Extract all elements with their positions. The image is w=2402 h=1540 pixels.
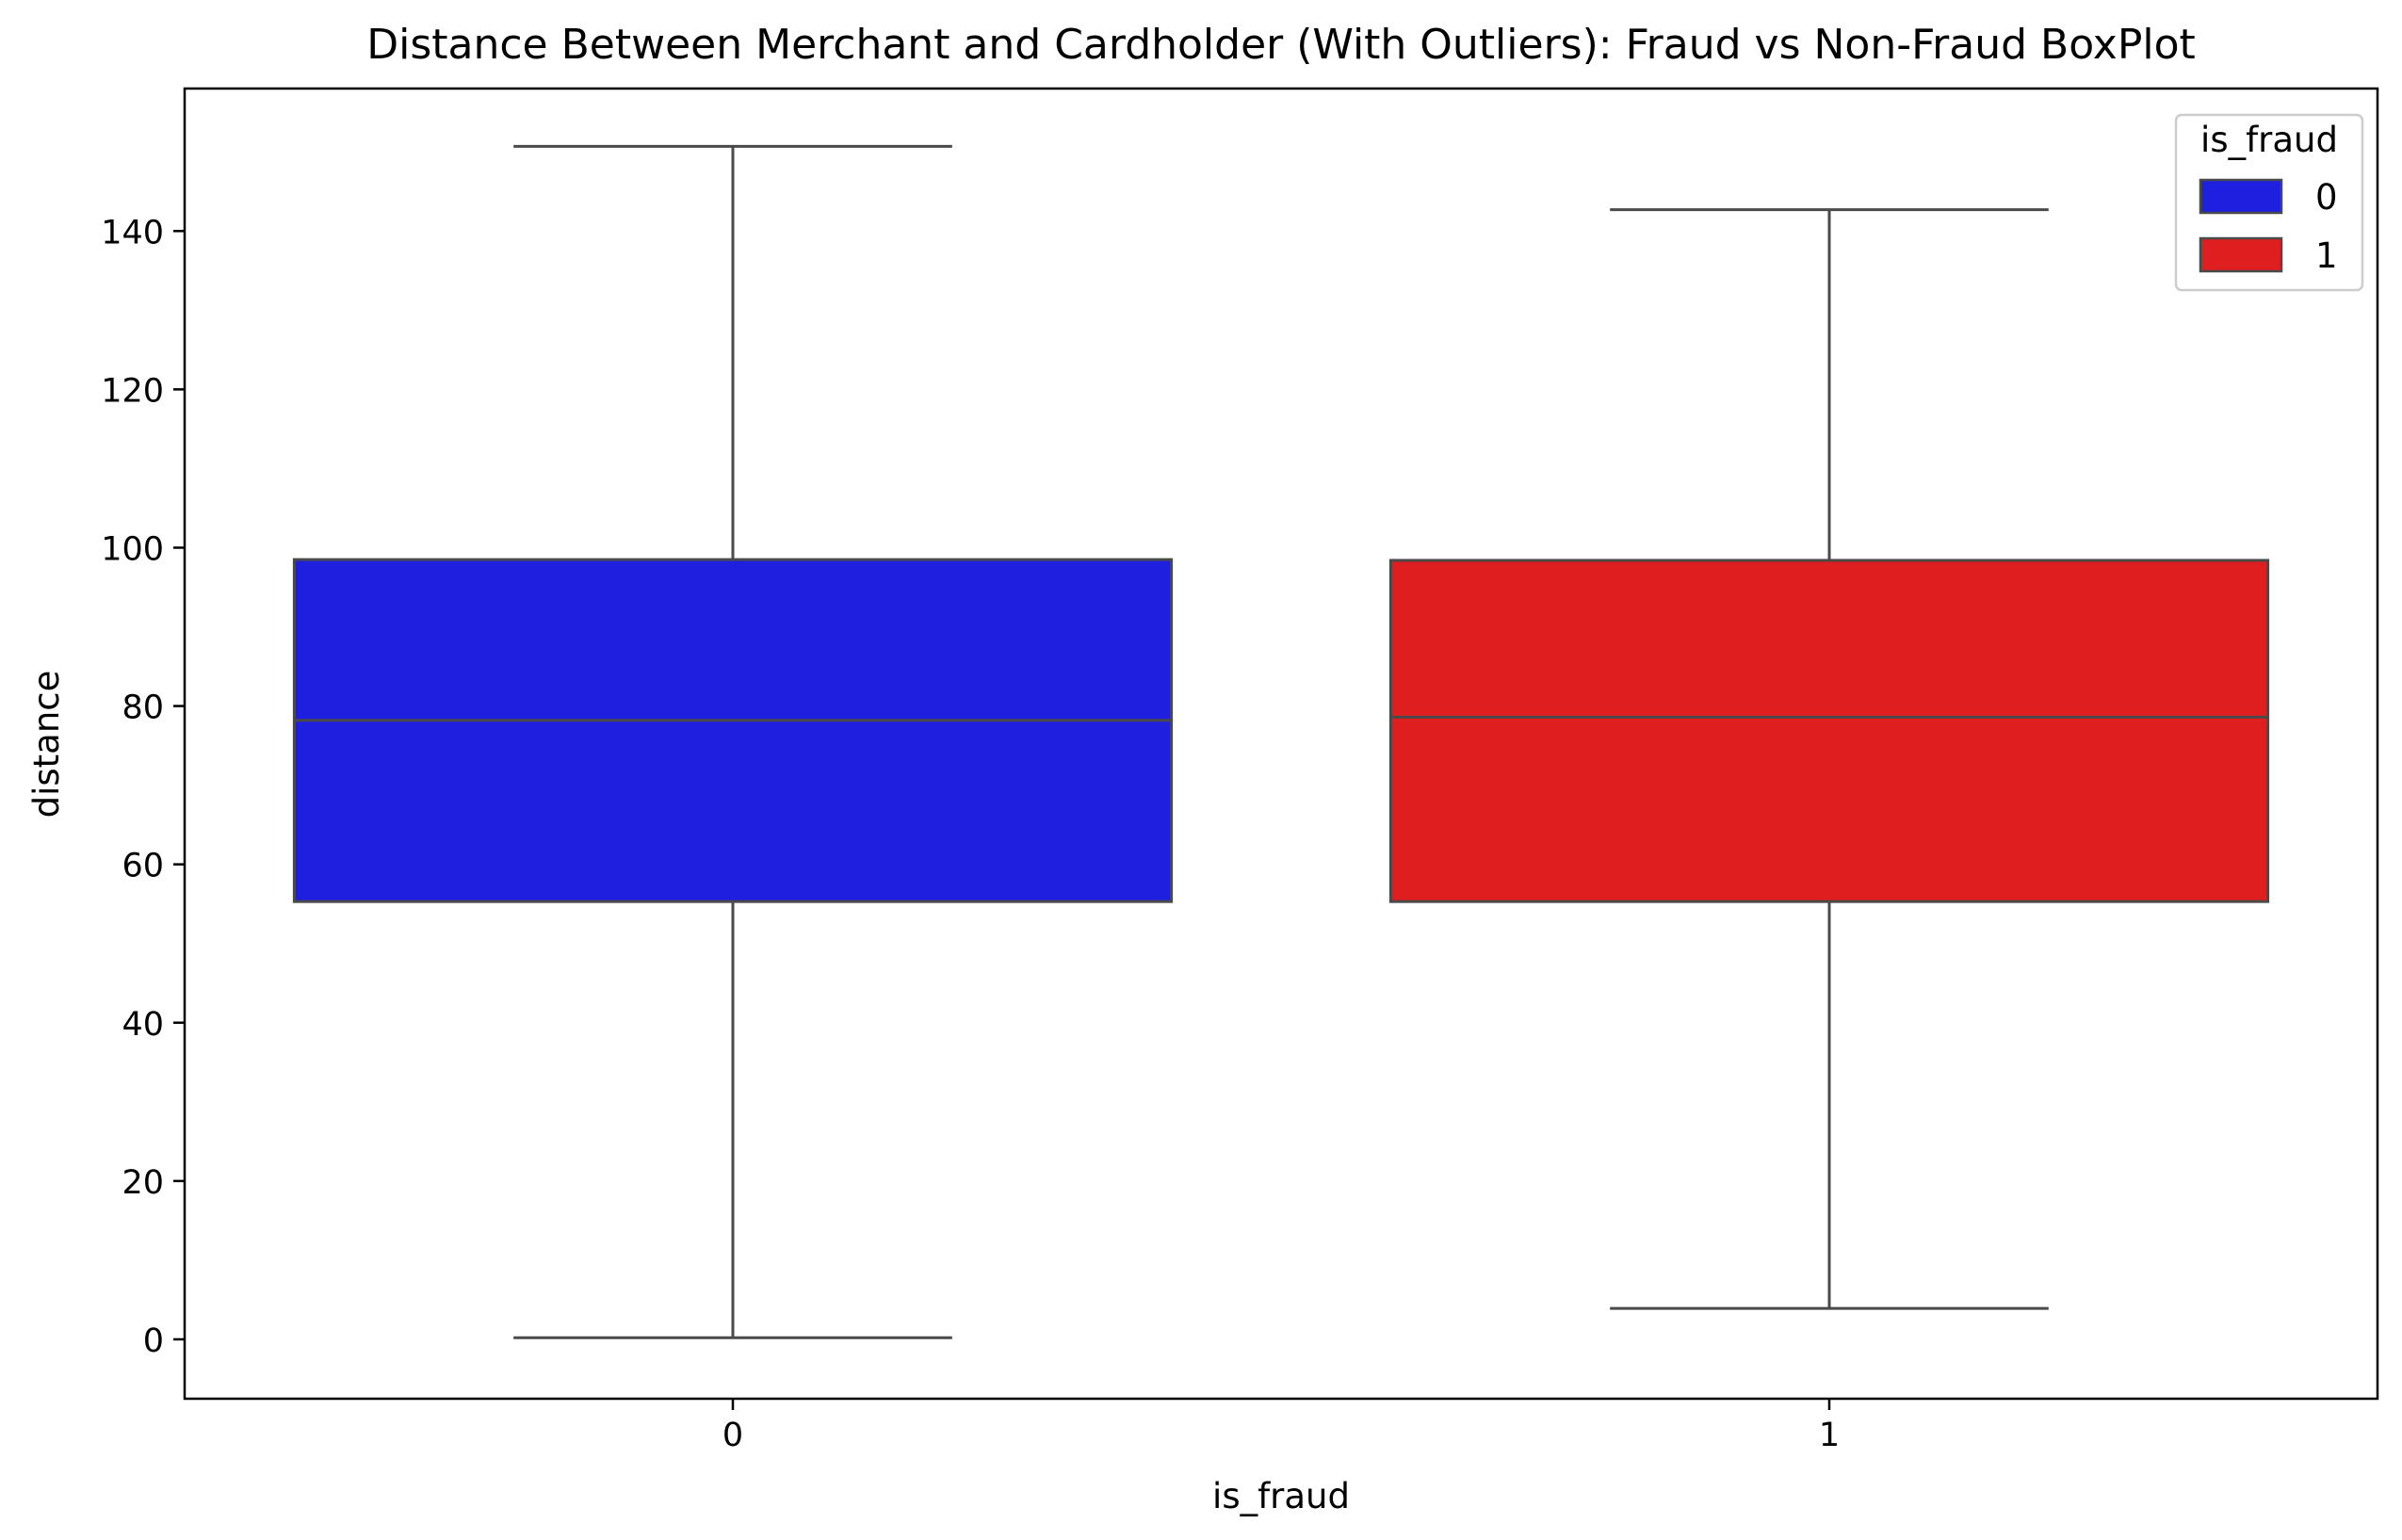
y-tick-label: 80 [122, 689, 164, 727]
legend-swatch [2199, 178, 2283, 215]
x-tick-label: 1 [1819, 1417, 1840, 1454]
y-tick-label: 0 [143, 1322, 164, 1360]
x-tick-label: 0 [722, 1417, 743, 1454]
y-tick-label: 100 [101, 530, 164, 568]
chart-title: Distance Between Merchant and Cardholder… [366, 21, 2196, 69]
legend-title: is_fraud [2200, 120, 2338, 160]
y-tick-label: 20 [122, 1164, 164, 1202]
y-tick-label: 40 [122, 1006, 164, 1044]
y-axis: 0 20 40 60 80 100 120 140 [101, 214, 185, 1360]
y-tick-label: 60 [122, 848, 164, 885]
x-axis-label: is_fraud [1212, 1476, 1350, 1516]
plot-area [292, 144, 2270, 1339]
y-tick-label: 120 [101, 372, 164, 410]
box-group-0 [292, 144, 1174, 1339]
legend: is_fraud 0 1 [2174, 113, 2364, 292]
axes-frame [183, 87, 2379, 1401]
box-group-1 [1388, 208, 2270, 1310]
legend-swatch [2199, 236, 2283, 273]
box-iqr [292, 558, 1174, 903]
y-axis-label: distance [26, 671, 67, 819]
legend-label: 0 [2315, 177, 2338, 218]
box-iqr [1388, 559, 2270, 903]
y-tick-label: 140 [101, 214, 164, 251]
legend-label: 1 [2315, 235, 2338, 276]
